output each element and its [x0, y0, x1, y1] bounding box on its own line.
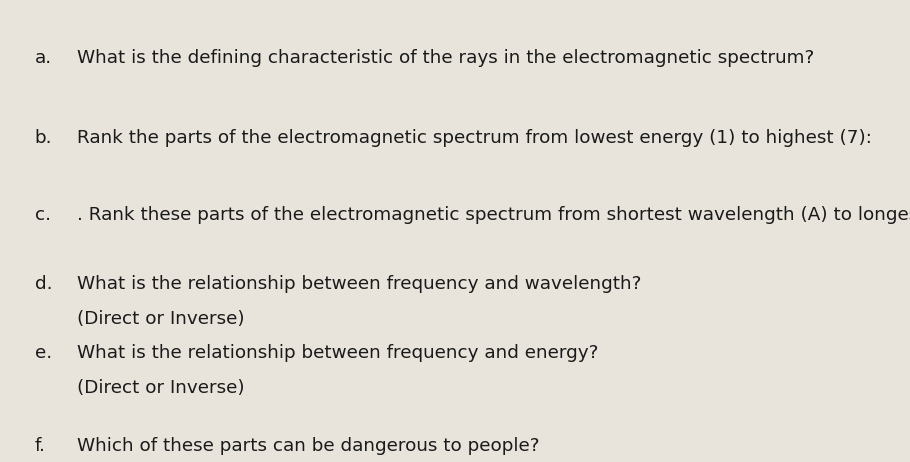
- Text: a.: a.: [35, 49, 52, 67]
- Text: f.: f.: [35, 437, 46, 455]
- Text: (Direct or Inverse): (Direct or Inverse): [77, 310, 245, 328]
- Text: b.: b.: [35, 129, 52, 147]
- Text: What is the relationship between frequency and wavelength?: What is the relationship between frequen…: [77, 275, 642, 293]
- Text: d.: d.: [35, 275, 52, 293]
- Text: c.: c.: [35, 206, 51, 224]
- Text: What is the relationship between frequency and energy?: What is the relationship between frequen…: [77, 344, 599, 362]
- Text: . Rank these parts of the electromagnetic spectrum from shortest wavelength (A) : . Rank these parts of the electromagneti…: [77, 206, 910, 224]
- Text: Which of these parts can be dangerous to people?: Which of these parts can be dangerous to…: [77, 437, 540, 455]
- Text: e.: e.: [35, 344, 52, 362]
- Text: Rank the parts of the electromagnetic spectrum from lowest energy (1) to highest: Rank the parts of the electromagnetic sp…: [77, 129, 872, 147]
- Text: (Direct or Inverse): (Direct or Inverse): [77, 379, 245, 397]
- Text: What is the defining characteristic of the rays in the electromagnetic spectrum?: What is the defining characteristic of t…: [77, 49, 814, 67]
